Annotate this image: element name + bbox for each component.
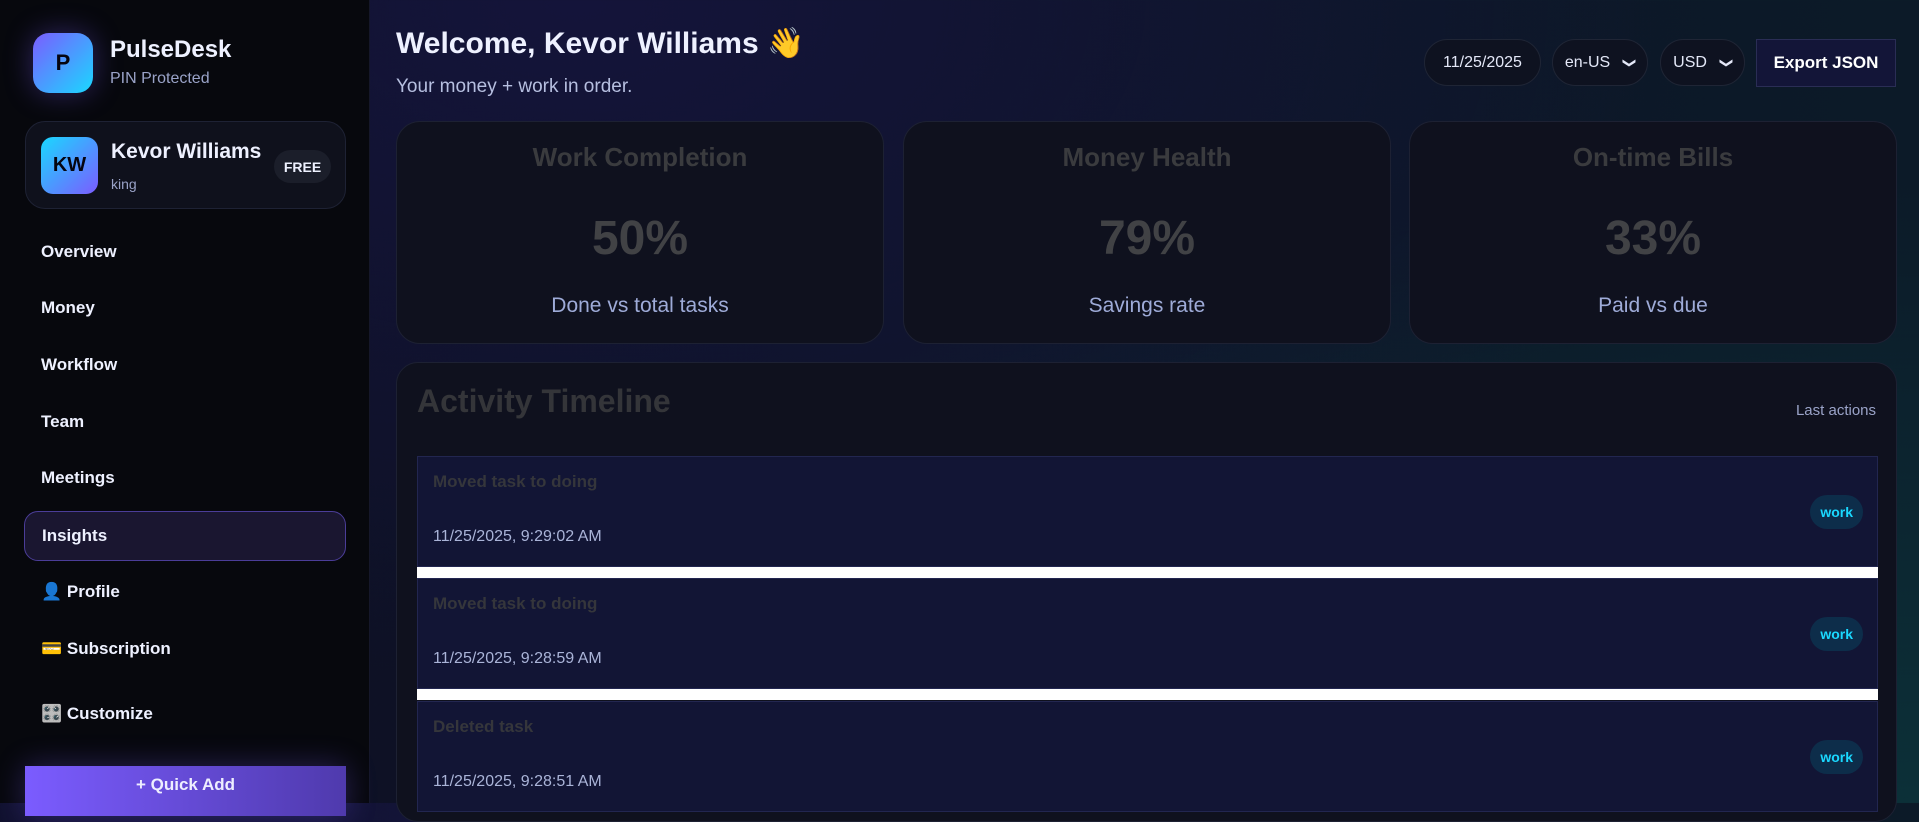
sidebar-item-overview[interactable]: Overview [41,242,117,261]
sidebar: P PulseDesk PIN Protected KW Kevor Willi… [0,0,370,816]
quick-add-button[interactable]: + Quick Add [25,766,346,816]
activity-title: Deleted task [433,717,534,736]
locale-value: en-US [1564,53,1611,71]
locale-select[interactable]: en-US ❯ [1552,39,1648,86]
card-caption: Paid vs due [1598,294,1708,317]
timeline-title: Activity Timeline [417,383,671,419]
user-card[interactable]: KW Kevor Williams king FREE [25,121,346,209]
list-item: Deleted task 11/25/2025, 9:28:51 AM work [417,701,1878,812]
avatar: KW [41,137,98,194]
activity-time: 11/25/2025, 9:28:51 AM [433,773,602,790]
sidebar-item-customize[interactable]: 🎛️ Customize [41,704,153,723]
card-caption: Savings rate [1088,294,1206,317]
chevron-down-icon: ❯ [1719,57,1735,68]
sidebar-item-subscription[interactable]: 💳 Subscription [41,639,171,658]
card-caption: Done vs total tasks [551,294,729,317]
stat-card-on-time-bills: On-time Bills 33% Paid vs due [1409,121,1897,344]
sidebar-item-workflow[interactable]: Workflow [41,355,118,374]
card-value: 79% [1098,212,1196,265]
sidebar-item-profile[interactable]: 👤 Profile [41,582,120,601]
tag-badge: work [1810,740,1863,774]
tag-badge: work [1810,617,1863,651]
user-name: Kevor Williams [111,140,262,163]
card-title: Work Completion [532,142,748,172]
activity-title: Moved task to doing [433,472,598,491]
page-subtitle: Your money + work in order. [396,76,633,97]
app-name: PulseDesk [110,36,232,63]
activity-time: 11/25/2025, 9:28:59 AM [433,650,602,667]
sidebar-item-money[interactable]: Money [41,298,95,317]
page-title: Welcome, Kevor Williams 👋 [396,27,805,60]
date-display[interactable]: 11/25/2025 [1424,39,1541,86]
tag-badge: work [1810,495,1863,529]
list-item: Moved task to doing 11/25/2025, 9:28:59 … [417,578,1878,689]
divider [417,567,1878,578]
timeline-subtitle: Last actions [1795,402,1876,419]
card-title: Money Health [1062,142,1232,172]
list-item: Moved task to doing 11/25/2025, 9:29:02 … [417,456,1878,567]
currency-value: USD [1673,53,1707,71]
sidebar-item-insights[interactable]: Insights [24,511,346,561]
currency-select[interactable]: USD ❯ [1660,39,1745,86]
sidebar-item-meetings[interactable]: Meetings [41,468,115,487]
activity-title: Moved task to doing [433,594,598,613]
stat-card-work-completion: Work Completion 50% Done vs total tasks [396,121,884,344]
app-subtitle: PIN Protected [110,70,210,87]
export-json-button[interactable]: Export JSON [1756,39,1896,87]
sidebar-item-team[interactable]: Team [41,412,85,431]
divider [417,689,1878,700]
user-role: king [111,176,137,192]
stat-card-money-health: Money Health 79% Savings rate [903,121,1391,344]
plan-badge: FREE [274,150,331,183]
chevron-down-icon: ❯ [1622,57,1638,68]
activity-timeline: Activity Timeline Last actions Moved tas… [396,362,1897,822]
card-value: 33% [1604,212,1702,265]
app-logo: P [33,33,93,93]
card-title: On-time Bills [1572,142,1734,172]
card-value: 50% [591,212,689,265]
activity-time: 11/25/2025, 9:29:02 AM [433,528,602,545]
